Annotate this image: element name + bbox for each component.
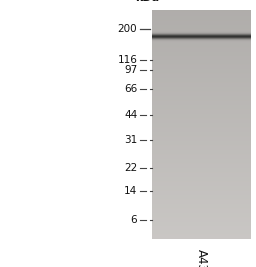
Text: 14: 14 xyxy=(124,186,137,196)
Text: 116: 116 xyxy=(118,55,137,65)
Text: 66: 66 xyxy=(124,84,137,95)
Text: 6: 6 xyxy=(131,215,137,225)
Text: A431: A431 xyxy=(195,249,208,267)
Text: 44: 44 xyxy=(124,109,137,120)
Text: 22: 22 xyxy=(124,163,137,173)
Text: kDa: kDa xyxy=(135,0,159,3)
Text: 200: 200 xyxy=(118,24,137,34)
Text: 31: 31 xyxy=(124,135,137,145)
Text: 97: 97 xyxy=(124,65,137,75)
